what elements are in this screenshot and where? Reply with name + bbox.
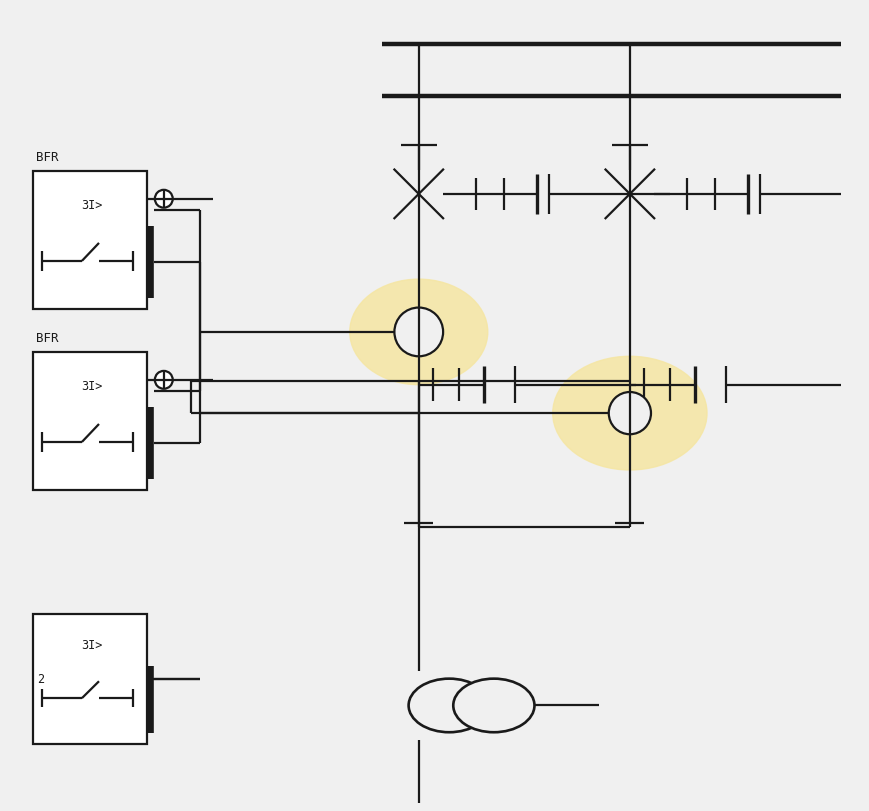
Circle shape xyxy=(394,308,442,357)
Text: BFR: BFR xyxy=(36,332,59,345)
Text: 3I>: 3I> xyxy=(82,199,103,212)
Bar xyxy=(33,172,147,310)
Circle shape xyxy=(608,393,650,435)
Ellipse shape xyxy=(408,679,489,732)
Circle shape xyxy=(155,371,173,389)
Text: 3I>: 3I> xyxy=(82,638,103,651)
Ellipse shape xyxy=(552,357,706,470)
Text: 3I>: 3I> xyxy=(82,380,103,393)
Circle shape xyxy=(155,191,173,208)
Ellipse shape xyxy=(349,280,488,385)
Bar xyxy=(33,614,147,744)
Bar xyxy=(33,353,147,491)
Text: BFR: BFR xyxy=(36,151,59,164)
Ellipse shape xyxy=(453,679,534,732)
Text: 2: 2 xyxy=(37,672,44,685)
